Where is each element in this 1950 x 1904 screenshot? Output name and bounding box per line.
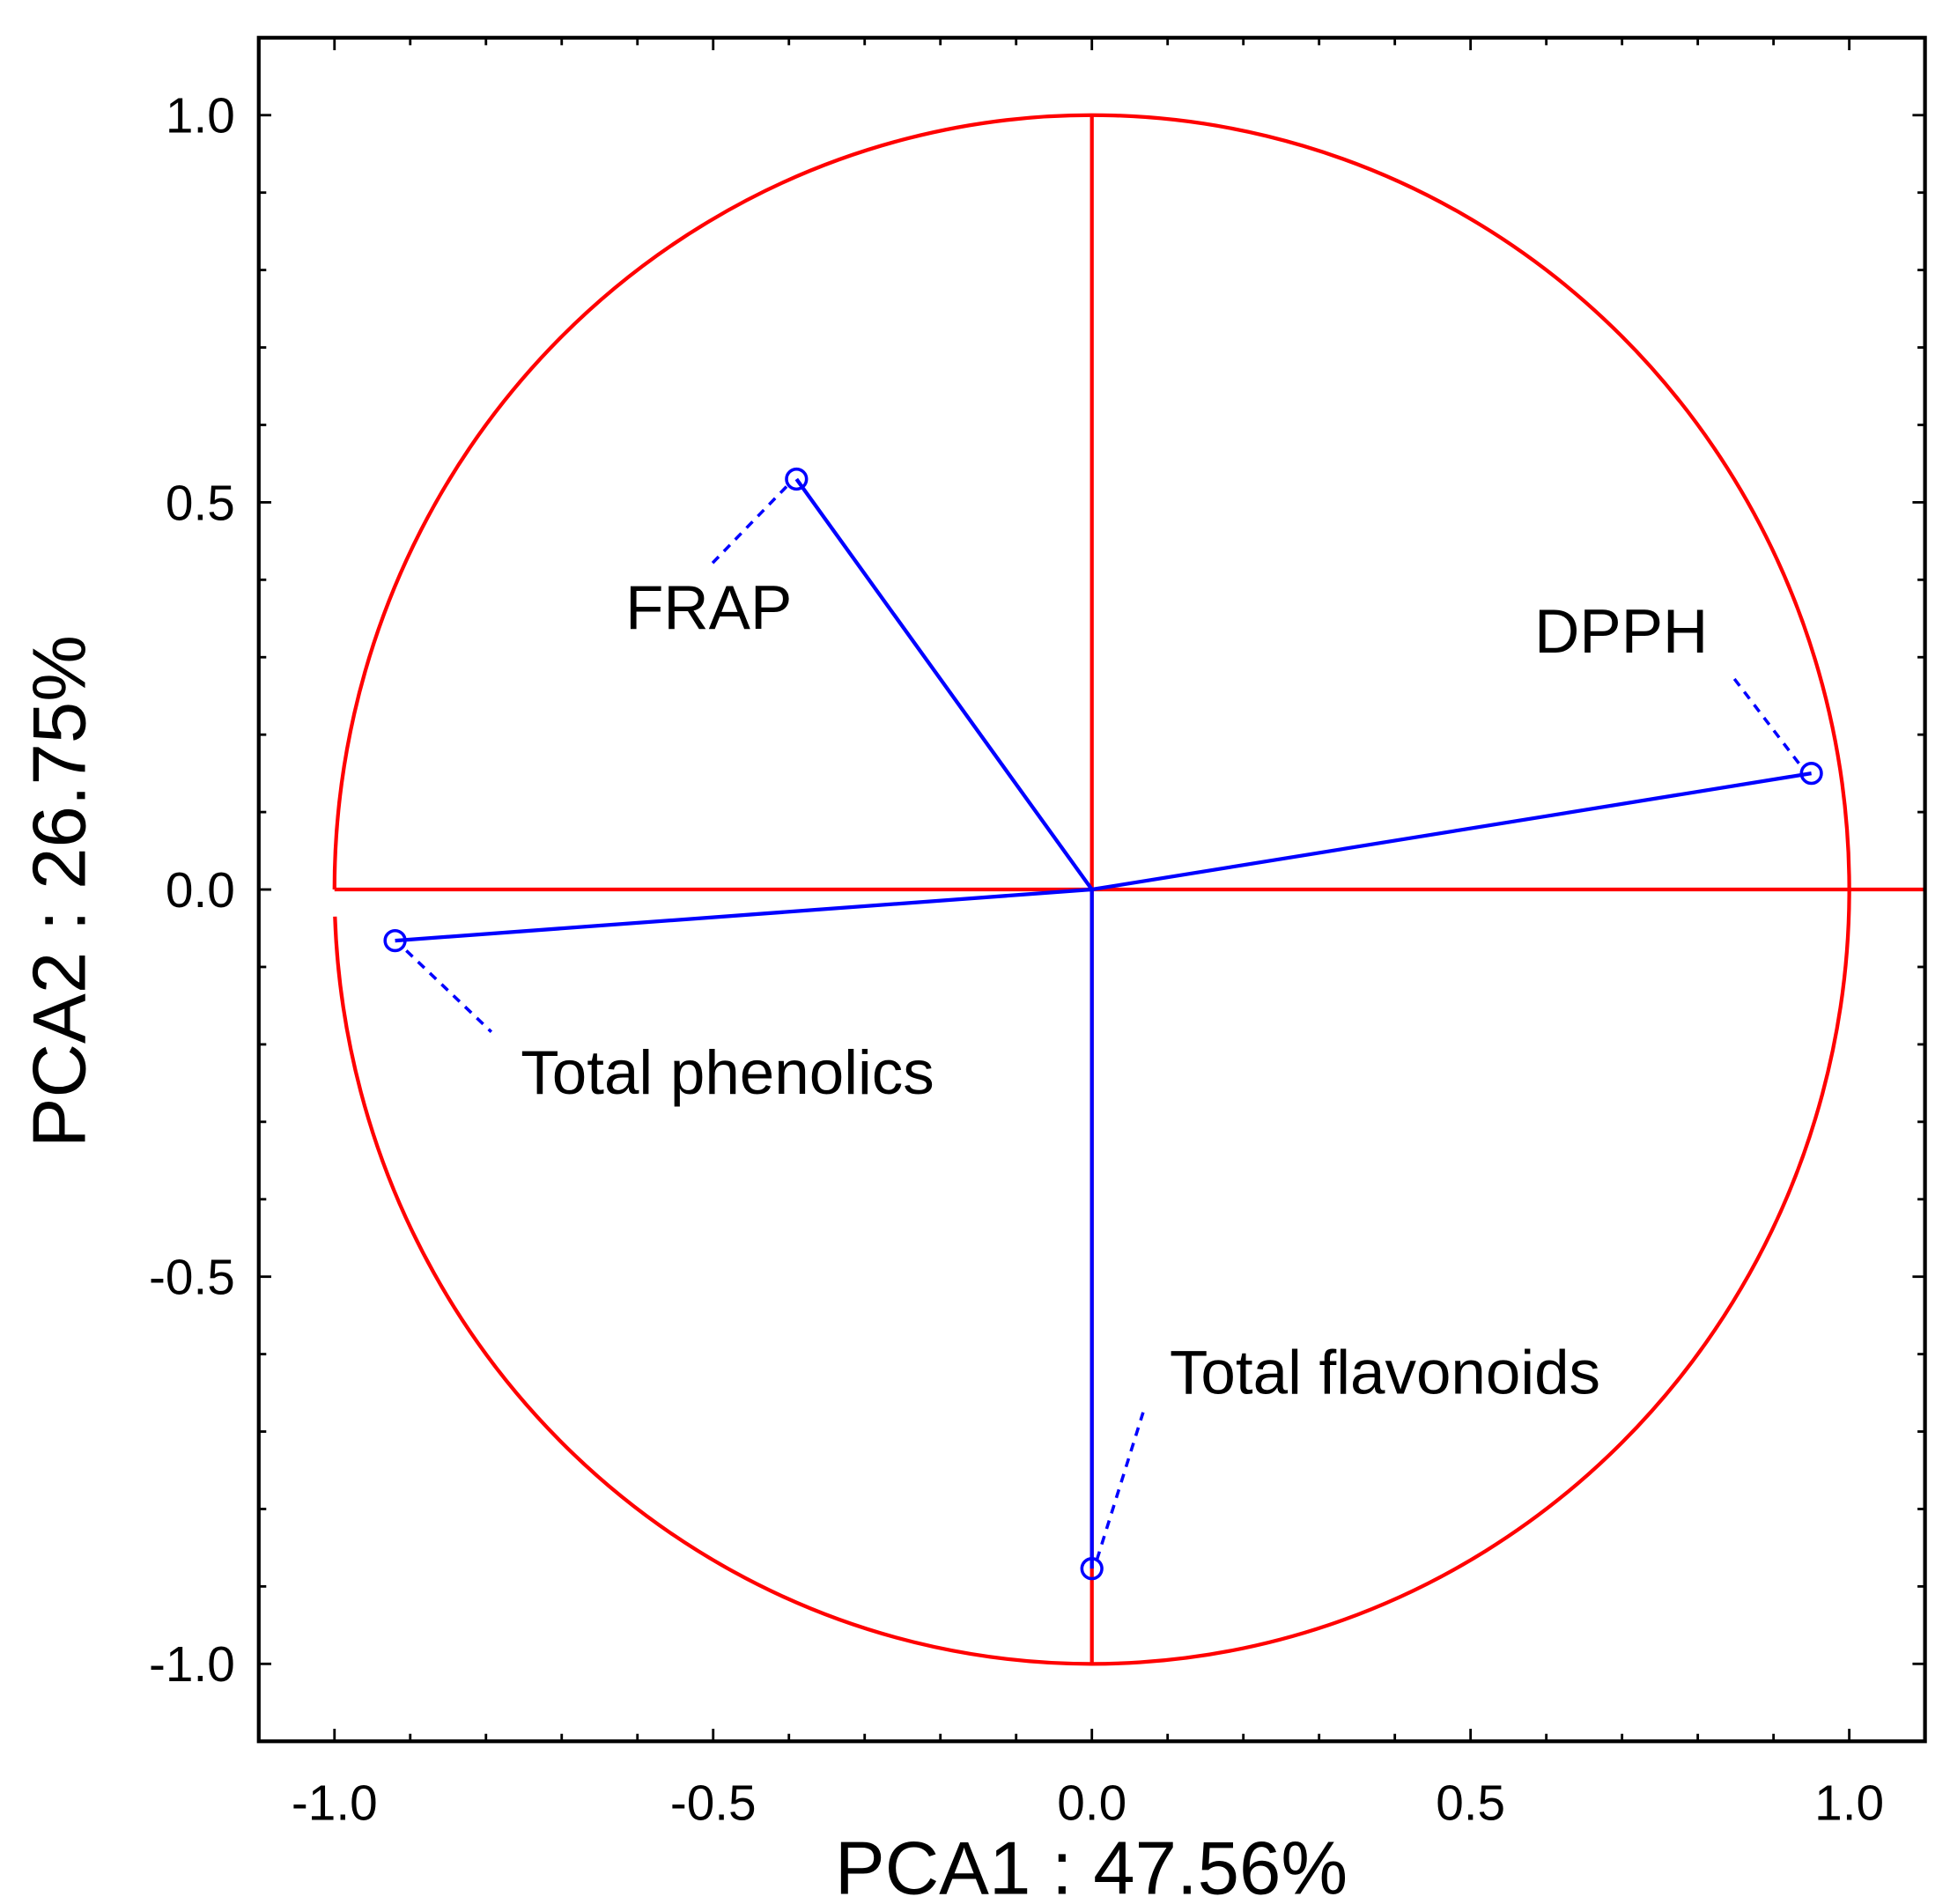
point-total-flavonoids xyxy=(1080,1557,1104,1581)
x-tick-label: -1.0 xyxy=(292,1776,378,1832)
point-label-dpph: DPPH xyxy=(1534,597,1708,667)
tick-labels: -1.0 -0.5 0.0 0.5 1.0 1.0 0.5 0.0 -0.5 -1.0 xyxy=(149,89,1884,1832)
point-dpph xyxy=(1799,762,1823,786)
leader-line-dpph xyxy=(1728,672,1800,764)
point-label-total-phenolics: Total phenolics xyxy=(521,1038,934,1108)
y-tick-label: 1.0 xyxy=(166,89,235,144)
plot-frame xyxy=(256,35,1927,1744)
leader-line-total-phenolics xyxy=(405,949,493,1033)
vector-dpph xyxy=(1091,771,1812,892)
loading-vectors: FRAP DPPH Total phenolics Total flavonoids xyxy=(383,467,1823,1581)
x-tick-label: 0.5 xyxy=(1436,1776,1505,1832)
vector-frap xyxy=(794,477,1094,891)
point-label-total-flavonoids: Total flavonoids xyxy=(1170,1339,1600,1408)
y-tick-label: 0.0 xyxy=(166,863,235,919)
unit-circle xyxy=(332,113,1851,1666)
x-axis-title: PCA1 : 47.56% xyxy=(835,1827,1348,1904)
leader-line-frap xyxy=(710,485,788,565)
point-frap xyxy=(785,467,809,491)
y-tick-label: 0.5 xyxy=(166,476,235,531)
leader-line-total-flavonoids xyxy=(1095,1412,1145,1561)
point-total-phenolics xyxy=(383,928,407,953)
x-tick-label: 0.0 xyxy=(1057,1776,1126,1832)
x-tick-label: -0.5 xyxy=(670,1776,757,1832)
y-tick-label: -1.0 xyxy=(149,1637,235,1693)
y-axis-title: PCA2 : 26.75% xyxy=(18,635,102,1148)
point-label-frap: FRAP xyxy=(625,573,792,643)
correlation-circle xyxy=(332,113,1925,1666)
y-tick-label: -0.5 xyxy=(149,1251,235,1306)
vector-total-phenolics xyxy=(395,887,1092,943)
x-tick-label: 1.0 xyxy=(1814,1776,1884,1832)
